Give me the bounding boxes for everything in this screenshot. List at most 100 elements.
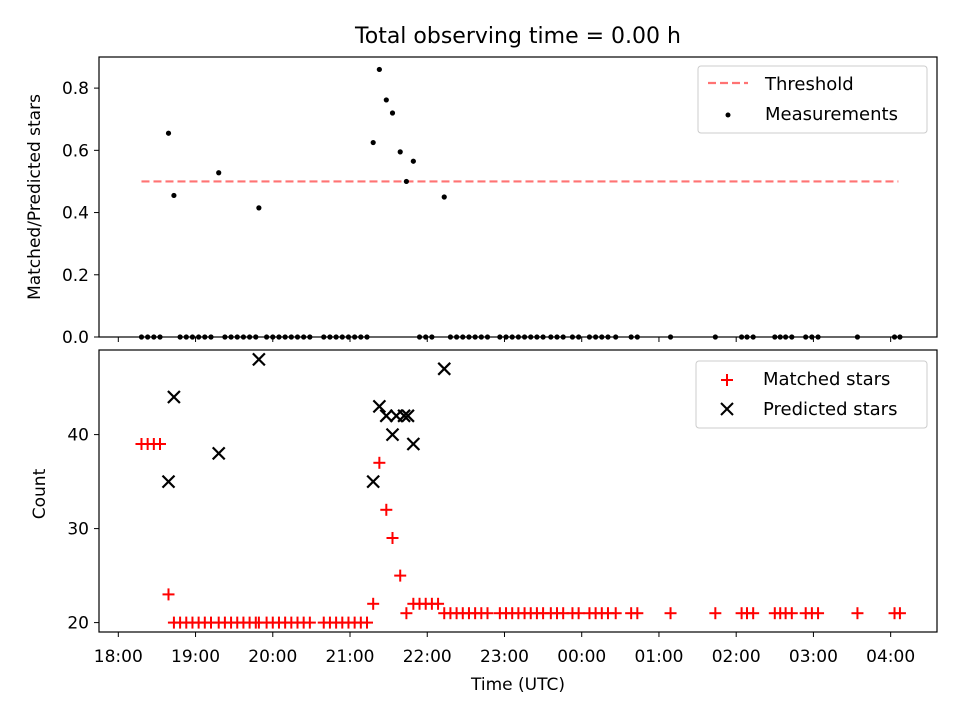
measurement-point <box>253 334 259 340</box>
matched-star-point <box>380 503 393 516</box>
measurement-point <box>534 334 540 340</box>
measurement-point <box>560 334 566 340</box>
measurement-point <box>177 334 183 340</box>
measurement-point <box>447 334 454 340</box>
measurement-point <box>466 334 472 340</box>
measurement-point <box>599 334 605 340</box>
measurement-point <box>605 334 611 340</box>
measurement-point <box>189 334 196 340</box>
count-x-ticks: 18:00 19:00 20:00 21:00 22:00 23:00 00:00 01:00… <box>94 632 915 667</box>
measurement-point <box>809 334 815 340</box>
predicted-star-point <box>372 399 387 414</box>
count-y-tick-label: 30 <box>67 520 89 540</box>
measurement-point <box>613 334 619 340</box>
threshold-legend-label: Threshold <box>764 74 854 95</box>
measurement-point <box>222 334 228 340</box>
measurement-point <box>240 334 247 340</box>
measurement-point <box>345 334 352 340</box>
predicted-star-stroke-b <box>379 409 394 423</box>
measurement-point <box>383 97 389 103</box>
measurement-point <box>509 334 515 340</box>
matched-star-point <box>367 597 380 610</box>
matched-star-point <box>785 607 798 620</box>
predicted-star-stroke-b <box>252 352 266 367</box>
matched-star-point <box>572 607 585 620</box>
measurement-point <box>569 334 576 340</box>
measurement-point <box>321 334 327 340</box>
measurement-point <box>247 334 253 340</box>
ratio-y-ticks: 0.0 0.2 0.4 0.6 0.8 <box>62 79 99 348</box>
measurement-point <box>634 334 640 340</box>
count-x-tick-label: 20:00 <box>248 647 297 667</box>
predicted-star-stroke-b <box>366 474 380 489</box>
measurement-point <box>352 334 358 340</box>
count-x-tick-label: 04:00 <box>866 647 915 667</box>
measurement-point <box>264 334 270 340</box>
measurement-point <box>441 194 447 200</box>
measurement-point <box>472 334 478 340</box>
matched-star-point <box>162 588 175 601</box>
measurement-point <box>138 334 145 340</box>
predicted-star-point <box>161 474 176 489</box>
measurement-point <box>410 158 416 164</box>
matched-star-point <box>481 607 494 620</box>
ratio-y-tick-label: 0.0 <box>62 328 89 348</box>
predicted-star-stroke-b <box>385 427 400 442</box>
count-x-tick-label: 00:00 <box>557 647 606 667</box>
predicted-star-stroke-b <box>401 409 415 423</box>
matched-star-point <box>709 607 722 620</box>
predicted-star-stroke-b <box>437 362 452 376</box>
predicted-star-point <box>401 409 415 423</box>
measurement-point <box>403 178 409 185</box>
ratio-x-ticks <box>117 337 892 342</box>
matched-star-point <box>386 532 399 544</box>
measurement-point <box>554 334 560 340</box>
ratio-y-tick-label: 0.2 <box>62 266 89 286</box>
predicted-legend-label: Predicted stars <box>763 399 897 420</box>
matched-star-point <box>631 607 644 620</box>
matched-legend-label: Matched stars <box>763 369 890 390</box>
count-x-tick-label: 23:00 <box>480 647 529 667</box>
measurement-point <box>327 334 333 340</box>
measurement-point <box>789 334 795 340</box>
count-y-tick-label: 40 <box>67 426 89 446</box>
ratio-legend-box <box>697 65 928 134</box>
figure-title: Total observing time = 0.00 h <box>354 24 681 49</box>
measurement-point <box>750 334 756 340</box>
measurement-point <box>528 334 534 340</box>
measurement-point <box>744 334 750 340</box>
matched-star-point <box>893 607 906 620</box>
measurement-point <box>777 334 783 340</box>
measurement-point <box>171 192 177 199</box>
measurement-point <box>157 334 163 340</box>
measurement-point <box>288 334 294 340</box>
predicted-star-point <box>379 409 394 423</box>
measurement-point <box>521 334 528 340</box>
predicted-star-point <box>366 474 380 489</box>
measurement-point <box>282 334 288 340</box>
measurement-point <box>453 334 460 340</box>
count-legend-box <box>695 360 928 429</box>
measurement-point <box>738 334 745 340</box>
ratio-y-tick-label: 0.4 <box>62 204 89 224</box>
predicted-star-point <box>385 427 400 442</box>
measurement-point <box>151 334 157 340</box>
measurement-point <box>667 334 674 340</box>
measurement-point <box>484 334 491 340</box>
predicted-star-stroke-b <box>167 390 181 404</box>
matched-star-point <box>303 616 316 629</box>
measurement-point <box>301 334 307 340</box>
predicted-legend-marker <box>720 402 734 416</box>
predicted-star-stroke-b <box>372 399 387 414</box>
count-x-tick-label: 22:00 <box>403 647 452 667</box>
measurement-point <box>208 334 214 340</box>
ratio-y-tick-label: 0.6 <box>62 141 89 161</box>
measurement-point <box>593 334 599 340</box>
measurement-point <box>307 334 313 340</box>
measurement-point <box>540 334 546 340</box>
measurement-point <box>815 334 821 340</box>
predicted-star-stroke-b <box>406 437 421 451</box>
count-y-tick-label: 20 <box>67 614 89 634</box>
count-x-tick-label: 03:00 <box>789 647 838 667</box>
measurement-point <box>712 334 718 340</box>
